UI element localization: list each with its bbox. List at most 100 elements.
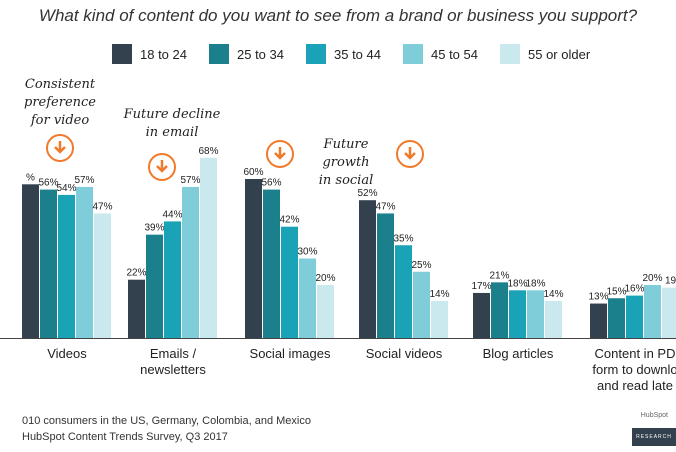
bar-5-2: [491, 282, 508, 338]
legend-item-45-54: 45 to 54: [403, 44, 478, 64]
data-label-2-3: 44%: [162, 209, 182, 220]
data-label-5-4: 18%: [525, 278, 545, 289]
bar-4-3: [395, 245, 412, 338]
category-label-6-line-1: Content in PD: [595, 346, 676, 361]
data-label-3-1: 60%: [243, 167, 263, 178]
bar-3-2: [263, 189, 280, 338]
data-label-3-3: 42%: [279, 215, 299, 226]
bar-4-4: [413, 271, 430, 338]
callout-email-line1: Future decline: [123, 107, 221, 122]
callout-video-line2: preference: [24, 95, 96, 110]
legend-item-35-44: 35 to 44: [306, 44, 381, 64]
callout-social: Future growth in social: [298, 136, 394, 190]
data-label-4-3: 35%: [393, 233, 413, 244]
legend-label-45-54: 45 to 54: [431, 46, 478, 62]
bar-1-5: [94, 213, 111, 338]
chart-title: What kind of content do you want to see …: [38, 6, 638, 25]
bar-5-5: [545, 300, 562, 338]
bar-1-2: [40, 189, 57, 338]
data-label-5-1: 17%: [471, 281, 491, 292]
legend-label-25-34: 25 to 34: [237, 46, 284, 62]
data-label-1-1: %: [26, 172, 35, 183]
data-label-1-5: 47%: [92, 201, 112, 212]
data-label-4-1: 52%: [357, 188, 377, 199]
category-label-6-line-2: form to downlo: [592, 362, 676, 377]
bar-2-1: [128, 279, 145, 338]
data-label-3-5: 20%: [315, 273, 335, 284]
legend-label-35-44: 35 to 44: [334, 46, 381, 62]
category-label-2-line-2: newsletters: [140, 362, 206, 377]
legend-swatch-18-24: [112, 44, 132, 64]
category-label-4-line-1: Social videos: [366, 346, 443, 361]
data-label-4-5: 14%: [429, 289, 449, 300]
data-label-2-2: 39%: [144, 223, 164, 234]
data-label-4-4: 25%: [411, 260, 431, 271]
bar-4-2: [377, 213, 394, 338]
data-label-2-5: 68%: [198, 146, 218, 157]
bar-3-1: [245, 179, 262, 338]
bar-4-1: [359, 200, 376, 338]
legend-swatch-45-54: [403, 44, 423, 64]
data-label-2-4: 57%: [180, 175, 200, 186]
callout-video-line3: for video: [30, 113, 90, 128]
down-arrow-icon: [396, 140, 424, 168]
data-label-1-2: 56%: [38, 178, 58, 189]
callout-video: Consistent preference for video: [18, 76, 102, 130]
data-label-2-1: 22%: [126, 268, 146, 279]
callout-social-line1: Future growth: [322, 137, 370, 170]
legend-swatch-25-34: [209, 44, 229, 64]
category-label-6-line-3: and read late: [597, 378, 673, 393]
bar-1-4: [76, 186, 93, 338]
data-label-5-5: 14%: [543, 289, 563, 300]
bar-2-2: [146, 234, 163, 338]
hubspot-logo: HubSpot: [640, 412, 668, 419]
data-label-6-2: 15%: [606, 286, 626, 297]
bar-6-4: [644, 285, 661, 338]
footnote-source: HubSpot Content Trends Survey, Q3 2017: [22, 431, 228, 443]
legend-item-18-24: 18 to 24: [112, 44, 187, 64]
bar-5-3: [509, 290, 526, 338]
data-label-5-3: 18%: [507, 278, 527, 289]
data-label-6-4: 20%: [642, 273, 662, 284]
category-label-5-line-1: Blog articles: [483, 346, 554, 361]
bar-2-4: [182, 186, 199, 338]
callout-email: Future decline in email: [116, 106, 228, 142]
down-arrow-icon: [148, 153, 176, 181]
category-label-1-line-1: Videos: [47, 346, 87, 361]
category-label-3-line-1: Social images: [250, 346, 331, 361]
bar-1-1: [22, 184, 39, 338]
bar-6-3: [626, 295, 643, 338]
legend: 18 to 24 25 to 34 35 to 44 45 to 54 55 o…: [112, 44, 612, 64]
data-label-3-4: 30%: [297, 247, 317, 258]
callout-social-line2: in social: [318, 173, 374, 188]
legend-item-55-older: 55 or older: [500, 44, 590, 64]
down-arrow-icon: [266, 140, 294, 168]
data-label-5-2: 21%: [489, 270, 509, 281]
data-label-3-2: 56%: [261, 178, 281, 189]
legend-label-55-older: 55 or older: [528, 46, 591, 62]
bar-2-3: [164, 221, 181, 338]
bar-5-4: [527, 290, 544, 338]
data-label-1-3: 54%: [56, 183, 76, 194]
legend-item-25-34: 25 to 34: [209, 44, 284, 64]
down-arrow-icon: [46, 134, 74, 162]
bar-3-5: [317, 285, 334, 338]
bar-5-1: [473, 292, 490, 338]
data-label-4-2: 47%: [375, 201, 395, 212]
legend-swatch-55-older: [500, 44, 520, 64]
data-label-6-3: 16%: [624, 284, 644, 295]
bar-1-3: [58, 194, 75, 338]
data-label-6-1: 13%: [588, 292, 608, 303]
legend-swatch-35-44: [306, 44, 326, 64]
bar-2-5: [200, 157, 217, 338]
bar-6-5: [662, 287, 676, 338]
research-badge: RESEARCH: [632, 428, 676, 446]
callout-video-line1: Consistent: [24, 77, 96, 92]
legend-label-18-24: 18 to 24: [140, 46, 187, 62]
bar-3-3: [281, 226, 298, 338]
bar-4-5: [431, 300, 448, 338]
bar-6-2: [608, 298, 625, 338]
callout-email-line2: in email: [145, 125, 199, 140]
category-label-2-line-1: Emails /: [150, 346, 197, 361]
